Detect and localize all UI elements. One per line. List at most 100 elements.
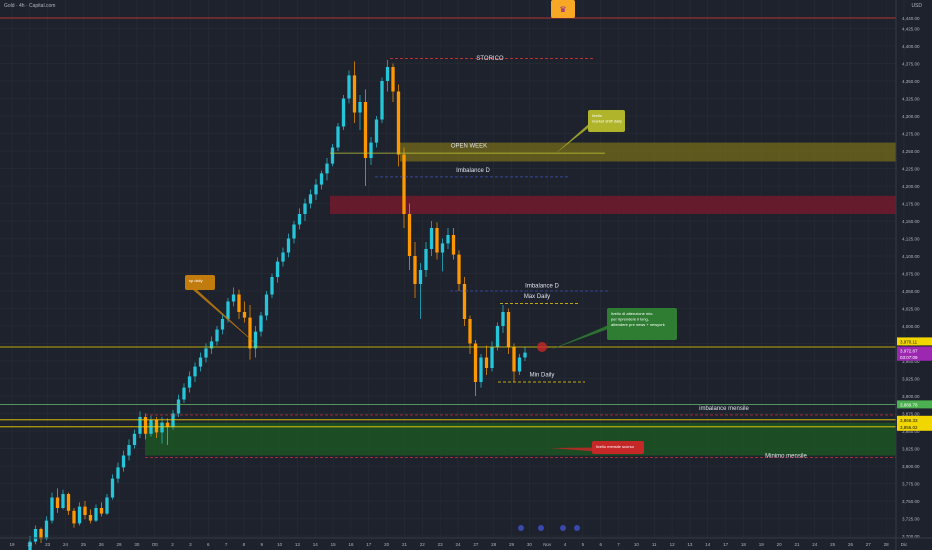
- candle-body: [204, 348, 208, 358]
- time-tick-label: 22: [420, 542, 426, 547]
- candle-body: [99, 508, 104, 514]
- candle-body: [347, 75, 351, 99]
- time-tick-label: 21: [794, 542, 800, 547]
- time-tick-label: Ott: [152, 542, 159, 547]
- price-tick-label: 3,800.00: [902, 464, 920, 469]
- callout-pointer: [550, 324, 611, 350]
- time-tick-label: 3: [189, 542, 192, 547]
- candle-body: [50, 497, 54, 521]
- time-tick-label: 6: [207, 542, 210, 547]
- callout-text: livello mensile scorso: [596, 444, 635, 449]
- candle-body: [424, 249, 428, 270]
- candle-body: [479, 357, 483, 382]
- imbalance-mensile-zone: [145, 422, 896, 456]
- time-tick-label: 23: [438, 542, 444, 547]
- candle-body: [325, 163, 329, 174]
- time-tick-label: 20: [384, 542, 390, 547]
- candle-body: [231, 294, 236, 302]
- price-tag-text: 3,866.33: [900, 418, 918, 423]
- candle-body: [187, 376, 192, 388]
- candle-body: [473, 343, 478, 382]
- time-tick-label: 10: [634, 542, 640, 547]
- time-tick-label: 12: [670, 542, 676, 547]
- time-tick-label: 2: [171, 542, 174, 547]
- candle-body: [468, 319, 472, 344]
- candle-body: [33, 529, 38, 542]
- time-tick-label: 23: [45, 542, 51, 547]
- candle-body: [303, 203, 307, 214]
- price-tick-label: 4,000.00: [902, 324, 920, 329]
- price-tag-text: 3,889.78: [900, 402, 918, 407]
- time-tick-label: 8: [243, 542, 246, 547]
- candle-body: [55, 497, 60, 508]
- annotation-label: imbalance mensile: [699, 406, 749, 412]
- candle-body: [209, 341, 214, 349]
- candle-body: [61, 494, 65, 508]
- candle-body: [385, 67, 390, 81]
- candle-body: [413, 256, 417, 284]
- imbalance-d-zone: [330, 195, 896, 214]
- candle-body: [402, 154, 406, 214]
- time-tick-label: 24: [63, 542, 69, 547]
- candle-body: [512, 347, 516, 372]
- candle-body: [374, 119, 379, 143]
- candle-body: [462, 284, 467, 319]
- price-tag: [897, 400, 932, 409]
- candle-body: [281, 252, 285, 262]
- callout-text: livello di attenzione mio.: [611, 311, 653, 316]
- time-tick-label: 25: [81, 542, 87, 547]
- time-tick-label: 9: [261, 542, 264, 547]
- candle-body: [198, 357, 203, 367]
- price-tick-label: 3,850.00: [902, 429, 920, 434]
- candle-body: [66, 494, 71, 511]
- candle-body: [44, 520, 49, 539]
- price-tick-label: 4,225.00: [902, 167, 920, 172]
- time-tick-label: 17: [366, 542, 372, 547]
- candle-body: [138, 417, 142, 434]
- candle-body: [121, 455, 126, 468]
- candle-body: [369, 142, 373, 158]
- candle-body: [143, 417, 148, 434]
- time-tick-label: 27: [866, 542, 872, 547]
- time-tick-label: 18: [741, 542, 747, 547]
- annotation-label: Max Daily: [524, 294, 550, 300]
- candle-body: [407, 214, 412, 256]
- price-tick-label: 4,250.00: [902, 149, 920, 154]
- price-tag: [897, 415, 932, 424]
- time-tick-label: 26: [848, 542, 854, 547]
- candle-body: [297, 214, 302, 225]
- annotation-label: Imbalance D: [456, 168, 490, 174]
- callout-pointer: [189, 282, 265, 352]
- candle-body: [435, 228, 439, 253]
- callout-text: attendere pre news + newyork: [611, 322, 665, 327]
- callout-box: [185, 275, 215, 290]
- callout-text: livello: [592, 113, 603, 118]
- candle-body: [363, 102, 368, 158]
- callout-text: per riprendere il long,: [611, 317, 649, 322]
- candle-body: [501, 312, 505, 326]
- annotations-layer: STORICO OPEN WEEK Imbalance D Imbalance D Ma…: [185, 0, 807, 531]
- candle-body: [451, 235, 456, 255]
- time-tick-label: 14: [313, 542, 319, 547]
- event-flag-icon: [574, 525, 580, 531]
- time-tick-label: 5: [582, 542, 585, 547]
- candle-body: [330, 147, 335, 164]
- callout-box: [592, 441, 644, 454]
- candle-body: [523, 352, 527, 358]
- price-tag: [897, 352, 932, 361]
- price-tag-text: 3,972.87: [900, 349, 918, 354]
- price-tick-label: 4,050.00: [902, 289, 920, 294]
- candle-body: [182, 387, 186, 400]
- price-tag: [897, 422, 932, 431]
- price-tick-label: 4,425.00: [902, 27, 920, 32]
- callout-pointer: [550, 447, 596, 452]
- callout-box: [588, 110, 625, 132]
- candle-body: [259, 315, 263, 332]
- zones-layer: [145, 142, 896, 456]
- price-tick-label: 4,400.00: [902, 44, 920, 49]
- candle-body: [495, 326, 500, 347]
- time-tick-label: 28: [491, 542, 497, 547]
- callout-text: sp daily: [189, 278, 203, 283]
